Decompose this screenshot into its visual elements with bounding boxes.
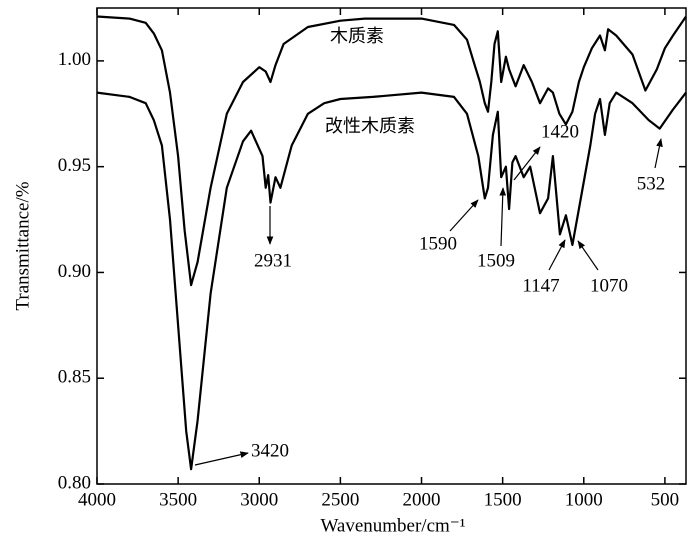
x-tick-label: 2000 [403, 489, 441, 510]
annotation-label: 2931 [254, 250, 292, 271]
x-tick-label: 1000 [565, 489, 603, 510]
annotation-arrow [449, 199, 479, 232]
annotation-arrow [577, 240, 599, 271]
annotation-label: 1147 [522, 275, 559, 296]
annotation-label: 1420 [541, 121, 579, 142]
x-tick-label: 3500 [159, 489, 197, 510]
annotation-label: 1509 [477, 250, 515, 271]
data-line [96, 15, 687, 287]
y-tick-label: 0.95 [58, 155, 91, 176]
x-tick-label: 500 [651, 489, 680, 510]
y-tick-label: 1.00 [58, 49, 91, 70]
annotation-label: 1070 [590, 275, 628, 296]
x-tick-label: 1500 [484, 489, 522, 510]
annotation-arrow [654, 138, 663, 169]
data-line [96, 91, 687, 471]
series-label: 木质素 [330, 26, 384, 47]
y-tick-label: 0.85 [58, 367, 91, 388]
annotation-label: 1590 [419, 233, 457, 254]
annotation-label: 532 [637, 173, 666, 194]
annotation-arrow [513, 146, 541, 181]
y-tick-label: 0.90 [58, 261, 91, 282]
x-axis-label: Wavenumber/cm⁻¹ [320, 515, 465, 536]
x-tick-label: 4000 [78, 489, 116, 510]
x-tick-label: 2500 [321, 489, 359, 510]
y-tick-label: 0.80 [58, 472, 91, 493]
series-label: 改性木质素 [325, 116, 415, 137]
annotation-arrow [499, 187, 507, 247]
y-axis-label: Transmittance/% [12, 181, 33, 310]
plot-frame [96, 7, 687, 485]
annotation-arrow [548, 239, 566, 271]
x-tick-label: 3000 [240, 489, 278, 510]
annotation-arrow [194, 451, 249, 466]
annotation-label: 3420 [251, 440, 289, 461]
